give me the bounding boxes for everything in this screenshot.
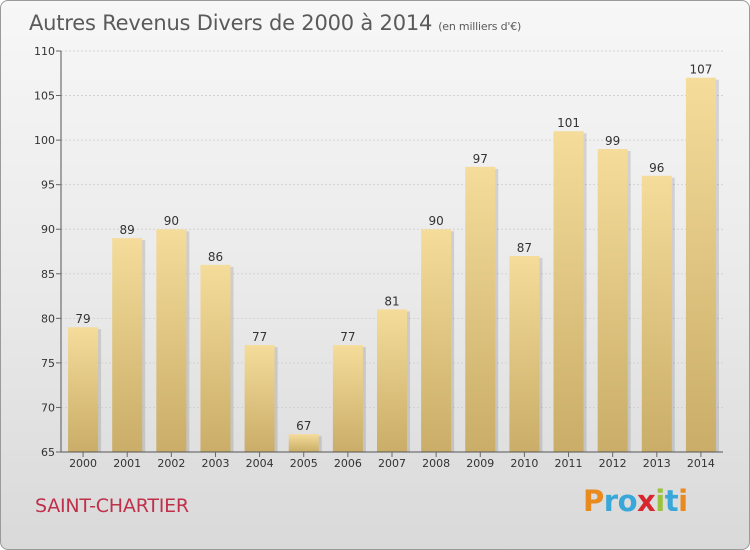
value-label: 87 <box>517 241 532 255</box>
bar-2009 <box>465 166 496 452</box>
value-label: 79 <box>75 312 90 326</box>
bar-2012 <box>597 149 628 452</box>
logo-letter: i <box>678 484 688 518</box>
x-tick-label: 2001 <box>113 457 141 470</box>
bar-2011 <box>553 131 584 452</box>
y-tick-label: 105 <box>34 90 55 103</box>
value-label: 77 <box>252 330 267 344</box>
x-tick-label: 2006 <box>334 457 362 470</box>
x-tick-label: 2010 <box>510 457 538 470</box>
value-label: 90 <box>164 214 179 228</box>
y-tick-label: 85 <box>41 268 55 281</box>
y-tick-label: 110 <box>34 45 55 58</box>
x-tick-label: 2007 <box>378 457 406 470</box>
y-tick-label: 65 <box>41 446 55 459</box>
x-tick-label: 2011 <box>555 457 583 470</box>
chart-unit: (en milliers d'€) <box>438 20 522 33</box>
y-tick-label: 80 <box>41 312 55 325</box>
x-tick-label: 2002 <box>157 457 185 470</box>
y-tick-label: 90 <box>41 223 55 236</box>
value-label: 97 <box>473 152 488 166</box>
proxiti-logo: Proxiti <box>583 487 688 516</box>
chart-title: Autres Revenus Divers de 2000 à 2014 (en … <box>29 11 521 35</box>
bar-2004 <box>244 345 275 452</box>
y-tick-labels: 65 70 75 80 85 90 95 100 105 110 <box>34 45 61 459</box>
value-label: 81 <box>384 294 399 308</box>
x-tick-label: 2014 <box>687 457 715 470</box>
value-label: 99 <box>605 134 620 148</box>
bar-2010 <box>509 255 540 452</box>
x-tick-label: 2004 <box>246 457 274 470</box>
value-label: 90 <box>428 214 443 228</box>
x-tick-label: 2012 <box>599 457 627 470</box>
x-tick-label: 2005 <box>290 457 318 470</box>
bar-2001 <box>112 238 143 452</box>
bars-group <box>68 77 719 452</box>
bar-2008 <box>421 229 452 452</box>
value-label: 89 <box>120 223 135 237</box>
bar-2006 <box>332 345 363 452</box>
bar-2007 <box>376 309 408 452</box>
x-tick-label: 2013 <box>643 457 671 470</box>
y-tick-label: 70 <box>41 401 55 414</box>
bar-2013 <box>641 175 672 452</box>
value-label: 77 <box>340 330 355 344</box>
value-label: 86 <box>208 250 223 264</box>
logo-letter: t <box>664 484 679 518</box>
x-tick-label: 2000 <box>69 457 97 470</box>
bar-2005 <box>288 434 319 452</box>
bar-2003 <box>200 264 231 452</box>
x-tick-label: 2009 <box>466 457 494 470</box>
value-label: 96 <box>649 161 664 175</box>
y-tick-label: 75 <box>41 357 55 370</box>
y-tick-label: 100 <box>34 134 55 147</box>
logo-letter: P <box>583 484 604 518</box>
logo-letter: o <box>617 484 638 518</box>
y-tick-label: 95 <box>41 179 55 192</box>
x-tick-label: 2003 <box>201 457 229 470</box>
logo-letter: i <box>655 484 665 518</box>
x-tick-labels: 2000 2001 2002 2003 2004 2005 2006 2007 2008 2009… <box>69 452 715 470</box>
commune-name: SAINT-CHARTIER <box>35 495 189 517</box>
bar-2014 <box>685 77 716 452</box>
value-label: 67 <box>296 419 311 433</box>
logo-letter: x <box>637 484 656 518</box>
bar-2000 <box>68 327 99 452</box>
value-label: 107 <box>689 63 712 77</box>
value-labels: 79 89 90 86 77 67 77 81 90 97 87 101 99 96 107 <box>75 63 712 433</box>
bar-2002 <box>156 229 187 452</box>
value-label: 101 <box>557 116 580 130</box>
logo-letter: r <box>603 484 618 518</box>
x-tick-label: 2008 <box>422 457 450 470</box>
chart-title-text: Autres Revenus Divers de 2000 à 2014 <box>29 11 433 35</box>
